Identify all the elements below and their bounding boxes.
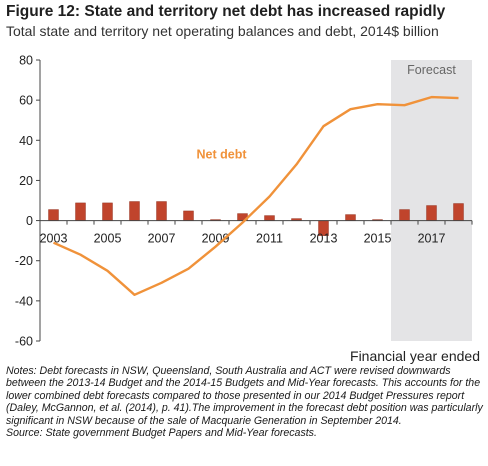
net-debt-line xyxy=(53,95,459,297)
x-tick-label: 2013 xyxy=(310,232,338,246)
bar-2018 xyxy=(453,203,464,221)
y-tick-label: 0 xyxy=(26,214,33,228)
x-axis-label: Financial year ended xyxy=(350,348,480,364)
y-tick-label: 40 xyxy=(19,134,33,148)
bar-2016 xyxy=(399,209,410,221)
chart-subtitle: Total state and territory net operating … xyxy=(6,23,439,39)
y-tick-label: -20 xyxy=(15,254,33,268)
bar-2004 xyxy=(75,202,86,221)
forecast-label: Forecast xyxy=(407,63,456,77)
y-tick-label: 20 xyxy=(19,174,33,188)
bar-2007 xyxy=(156,201,167,221)
source-text: Source: State government Budget Papers a… xyxy=(6,427,317,440)
x-tick-label: 2011 xyxy=(256,232,283,246)
bar-2008 xyxy=(183,210,194,221)
chart-title: Figure 12: State and territory net debt … xyxy=(6,3,446,20)
bar-2017 xyxy=(426,205,437,221)
chart-notes: Notes: Debt forecasts in NSW, Queensland… xyxy=(6,365,484,439)
x-tick-label: 2003 xyxy=(40,232,68,246)
bar-2003 xyxy=(48,209,59,221)
x-tick-label: 2005 xyxy=(94,232,122,246)
notes-text: Notes: Debt forecasts in NSW, Queensland… xyxy=(6,365,483,427)
x-tick-label: 2017 xyxy=(418,232,446,246)
forecast-region xyxy=(391,60,472,341)
bar-2011 xyxy=(264,215,275,221)
net-debt-label: Net debt xyxy=(197,147,248,161)
x-tick-label: 2015 xyxy=(364,232,392,246)
y-tick-label: -40 xyxy=(15,294,33,308)
bar-2014 xyxy=(345,214,356,221)
chart-area: Forecast 80 60 40 20 0 -20 -40 -60 2003 2005 2007 2… xyxy=(15,54,473,349)
y-tick-label: -60 xyxy=(15,335,33,349)
bar-2006 xyxy=(129,201,140,221)
y-tick-label: 80 xyxy=(19,54,33,68)
x-tick-label: 2007 xyxy=(148,232,176,246)
y-tick-label: 60 xyxy=(19,94,33,108)
bar-2005 xyxy=(102,202,113,221)
